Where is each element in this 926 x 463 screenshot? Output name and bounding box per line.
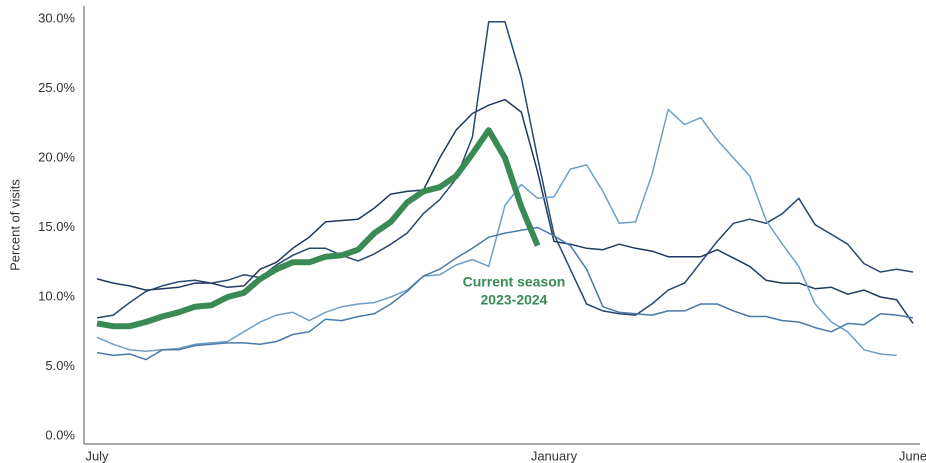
y-axis-label: Percent of visits — [7, 179, 22, 271]
y-tick-label: 10.0% — [38, 288, 75, 303]
annotation: 2023-2024 — [481, 292, 548, 308]
series-line — [96, 98, 914, 324]
series-line — [96, 226, 914, 361]
annotation: Current season — [463, 274, 566, 290]
series-line — [96, 127, 541, 330]
y-tick-label: 20.0% — [38, 149, 75, 164]
y-tick-label: 15.0% — [38, 219, 75, 234]
y-tick-label: 0.0% — [45, 427, 75, 442]
x-tick-label: June — [899, 448, 926, 463]
y-tick-label: 30.0% — [38, 10, 75, 25]
x-tick-label: January — [531, 448, 578, 463]
x-tick-label: July — [85, 448, 109, 463]
y-tick-label: 5.0% — [45, 358, 75, 373]
y-tick-label: 25.0% — [38, 80, 75, 95]
series-line — [96, 21, 914, 319]
